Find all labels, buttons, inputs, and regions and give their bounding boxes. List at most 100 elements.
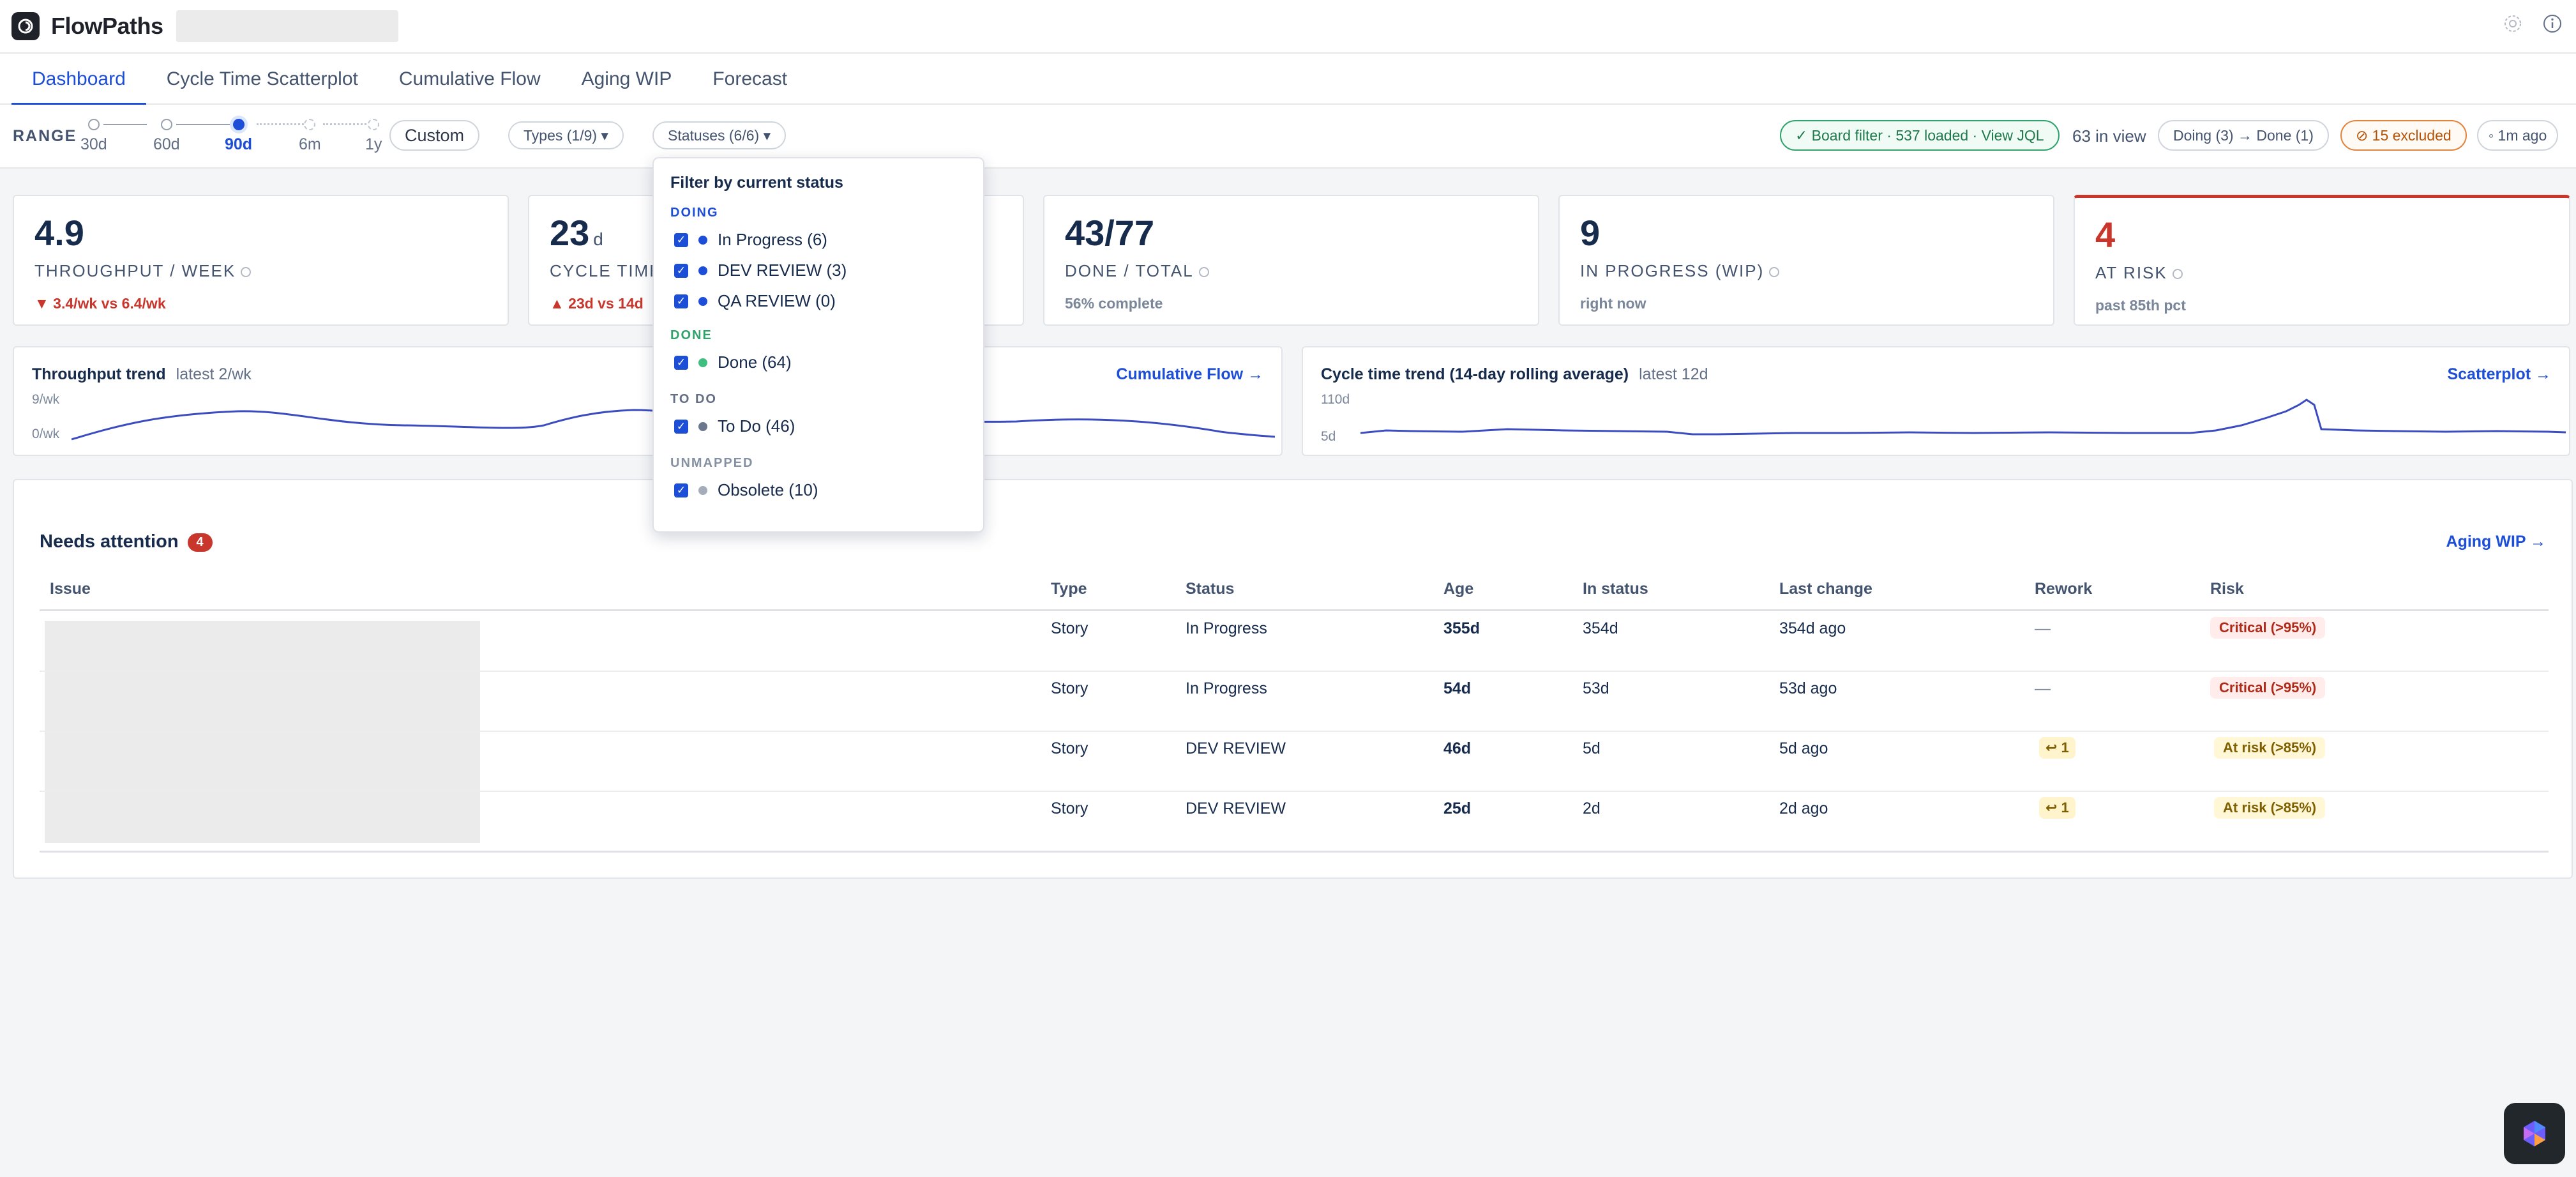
kpi-delta: ▼ 3.4/wk vs 6.4/wk	[34, 295, 166, 312]
y-axis-min: 5d	[1321, 429, 1336, 444]
status-dot	[698, 485, 707, 495]
kpi-wip: 9 IN PROGRESS (WIP) right now	[1558, 195, 2054, 326]
doing-done-toggle[interactable]: Doing (3) → Done (1)	[2158, 120, 2329, 151]
tab-dashboard[interactable]: Dashboard	[11, 54, 146, 106]
kpi-throughput: 4.9 THROUGHPUT / WEEK ▼ 3.4/wk vs 6.4/wk	[13, 195, 509, 326]
cell-status: In Progress	[1186, 619, 1267, 637]
project-name-placeholder	[176, 10, 398, 42]
checkbox[interactable]: ✓	[674, 355, 688, 370]
cell-status: In Progress	[1186, 680, 1267, 697]
kpi-at-risk: 4 AT RISK past 85th pct	[2074, 195, 2570, 326]
tab-cumulative-flow[interactable]: Cumulative Flow	[398, 68, 541, 89]
kpi-value: 4	[2095, 215, 2116, 255]
rework-badge: ↩ 1	[2039, 737, 2075, 759]
cell-status: DEV REVIEW	[1186, 740, 1286, 757]
column-header-in-status[interactable]: In status	[1583, 580, 1648, 598]
aging-wip-link[interactable]: Aging WIP →	[2446, 533, 2546, 551]
info-icon[interactable]	[241, 267, 252, 278]
cumulative-flow-link[interactable]: Cumulative Flow →	[1116, 365, 1263, 383]
row-divider	[40, 731, 2549, 732]
rework-badge: ↩ 1	[2039, 797, 2075, 819]
scatterplot-link[interactable]: Scatterplot →	[2447, 365, 2551, 383]
cell-status: DEV REVIEW	[1186, 800, 1286, 817]
kpi-value: 43/77	[1065, 213, 1155, 253]
range-option-90d[interactable]: 90d	[225, 119, 252, 154]
info-icon[interactable]	[1198, 267, 1209, 278]
status-option-obsolete[interactable]: ✓ Obsolete (10)	[674, 480, 818, 500]
table-footer-divider	[40, 851, 2549, 853]
kpi-label: THROUGHPUT / WEEK	[34, 261, 236, 280]
cell-last-change: 354d ago	[1779, 619, 1846, 637]
cell-in-status: 354d	[1583, 619, 1618, 637]
cell-last-change: 53d ago	[1779, 680, 1837, 697]
app-logo-icon[interactable]	[11, 12, 40, 40]
types-filter-button[interactable]: Types (1/9) ▾	[508, 121, 624, 149]
column-header-status[interactable]: Status	[1186, 580, 1235, 598]
column-header-risk[interactable]: Risk	[2210, 580, 2244, 598]
status-option-dev-review[interactable]: ✓ DEV REVIEW (3)	[674, 261, 847, 280]
app-brand: FlowPaths	[51, 13, 163, 39]
checkbox[interactable]: ✓	[674, 294, 688, 308]
kpi-label: IN PROGRESS (WIP)	[1580, 261, 1765, 280]
tab-cycle-time-scatterplot[interactable]: Cycle Time Scatterplot	[166, 68, 358, 89]
cell-rework: —	[2035, 680, 2051, 697]
assistant-launcher-button[interactable]	[2504, 1103, 2565, 1164]
kpi-delta: ▲ 23d vs 14d	[550, 295, 644, 312]
column-header-rework[interactable]: Rework	[2035, 580, 2093, 598]
group-label-to-do: TO DO	[670, 392, 717, 406]
refresh-status[interactable]: ◦ 1m ago	[2477, 120, 2559, 151]
kpi-subtext: past 85th pct	[2095, 297, 2186, 314]
kpi-label: AT RISK	[2095, 263, 2167, 282]
panel-latest: latest 12d	[1639, 365, 1708, 383]
group-label-done: DONE	[670, 328, 712, 342]
kpi-subtext: 56% complete	[1065, 295, 1163, 312]
range-option-1y[interactable]: 1y	[365, 119, 382, 154]
cell-last-change: 2d ago	[1779, 800, 1828, 817]
risk-badge: Critical (>95%)	[2210, 617, 2326, 639]
attention-count-badge: 4	[187, 533, 213, 552]
status-option-to-do[interactable]: ✓ To Do (46)	[674, 416, 795, 436]
info-icon[interactable]	[2542, 13, 2563, 34]
info-icon[interactable]	[2172, 269, 2183, 280]
y-axis-min: 0/wk	[32, 427, 60, 441]
statuses-filter-button[interactable]: Statuses (6/6) ▾	[652, 121, 787, 149]
column-header-issue[interactable]: Issue	[50, 580, 91, 598]
checkbox[interactable]: ✓	[674, 419, 688, 434]
custom-range-button[interactable]: Custom	[389, 120, 480, 151]
hexagon-logo-icon	[2524, 1121, 2545, 1146]
column-header-type[interactable]: Type	[1051, 580, 1087, 598]
cell-age: 355d	[1443, 619, 1480, 637]
status-option-done[interactable]: ✓ Done (64)	[674, 353, 792, 372]
status-dot	[698, 421, 707, 431]
row-divider	[40, 671, 2549, 672]
checkbox[interactable]: ✓	[674, 263, 688, 278]
needs-attention-panel: Needs attention 4 Aging WIP → Issue Type …	[13, 479, 2573, 879]
column-header-last-change[interactable]: Last change	[1779, 580, 1872, 598]
status-dot	[698, 296, 707, 306]
kpi-value: 23 d	[550, 213, 603, 253]
range-track	[323, 123, 374, 125]
kpi-label: DONE / TOTAL	[1065, 261, 1194, 280]
info-icon[interactable]	[1769, 267, 1780, 278]
status-option-qa-review[interactable]: ✓ QA REVIEW (0)	[674, 291, 836, 311]
cell-age: 25d	[1443, 800, 1472, 817]
range-option-30d[interactable]: 30d	[80, 119, 107, 154]
excluded-badge[interactable]: ⊘ 15 excluded	[2340, 120, 2467, 151]
range-option-6m[interactable]: 6m	[299, 119, 321, 154]
tab-forecast[interactable]: Forecast	[712, 68, 788, 89]
status-option-in-progress[interactable]: ✓ In Progress (6)	[674, 230, 827, 250]
checkbox[interactable]: ✓	[674, 483, 688, 497]
range-track	[103, 124, 147, 125]
dropdown-heading: Filter by current status	[670, 174, 843, 192]
kpi-value: 4.9	[34, 213, 84, 253]
checkbox[interactable]: ✓	[674, 232, 688, 247]
cell-type: Story	[1051, 619, 1088, 637]
range-option-60d[interactable]: 60d	[153, 119, 180, 154]
tab-aging-wip[interactable]: Aging WIP	[581, 68, 672, 89]
board-filter-badge[interactable]: ✓ Board filter · 537 loaded · View JQL	[1780, 120, 2060, 151]
settings-gear-icon[interactable]	[2502, 13, 2524, 34]
cell-type: Story	[1051, 800, 1088, 817]
column-header-age[interactable]: Age	[1443, 580, 1474, 598]
kpi-done-total: 43/77 DONE / TOTAL 56% complete	[1043, 195, 1539, 326]
range-track	[176, 124, 234, 125]
